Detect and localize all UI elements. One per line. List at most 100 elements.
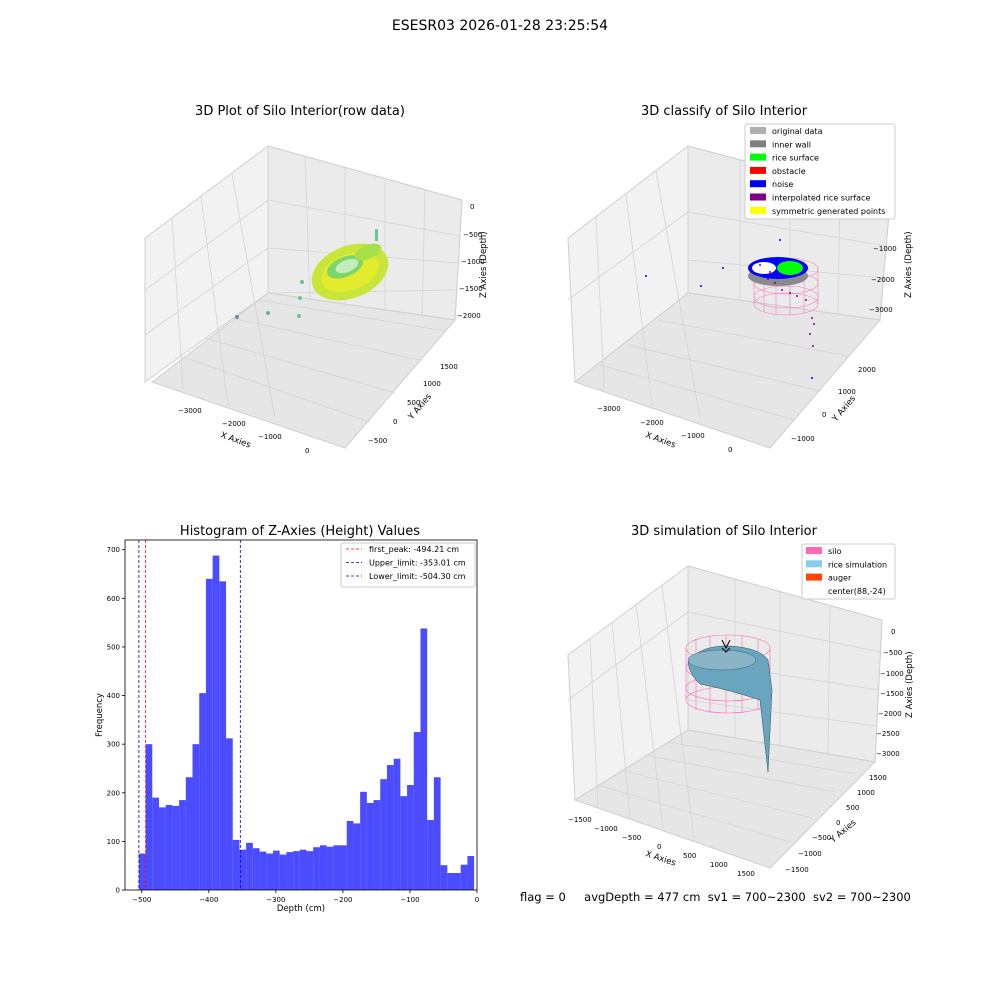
histogram-bar bbox=[226, 738, 233, 890]
histogram-x-tick-label: −200 bbox=[333, 896, 352, 904]
histogram-bar bbox=[413, 732, 421, 890]
sim-y-tick: 1500 bbox=[869, 774, 887, 782]
histogram-bar bbox=[373, 800, 381, 890]
sim-y-tick: 1000 bbox=[857, 789, 875, 797]
histogram-x-tick-label: 0 bbox=[475, 896, 479, 904]
histogram-bar bbox=[360, 791, 367, 890]
histogram-bar bbox=[460, 864, 468, 890]
histogram-legend-label: first_peak: -494.21 cm bbox=[369, 545, 459, 554]
histogram-bar bbox=[179, 800, 186, 890]
raw-z-tick: −1000 bbox=[461, 258, 485, 266]
status-flag: flag = 0 bbox=[520, 890, 566, 904]
histogram-bar bbox=[138, 853, 146, 890]
histogram-bar bbox=[299, 849, 307, 890]
histogram-y-tick-label: 500 bbox=[107, 643, 120, 651]
sim-z-tick: −3000 bbox=[876, 750, 900, 758]
classify-legend bbox=[744, 123, 896, 220]
sim-x-tick: 500 bbox=[683, 852, 696, 860]
histogram-bar bbox=[326, 846, 334, 890]
figure-title: ESESR03 2026-01-28 23:25:54 bbox=[391, 18, 609, 34]
legend-swatch bbox=[806, 573, 822, 581]
legend-label: noise bbox=[772, 180, 793, 189]
histogram-bar bbox=[145, 744, 153, 890]
classify-plot-title: 3D classify of Silo Interior bbox=[640, 104, 808, 119]
raw-y-tick: 500 bbox=[407, 399, 420, 407]
legend-swatch bbox=[806, 547, 822, 554]
legend-label: inner wall bbox=[772, 140, 811, 149]
histogram-x-tick-label: −400 bbox=[199, 896, 218, 904]
histogram-bar bbox=[252, 848, 260, 890]
histogram-bar bbox=[212, 555, 220, 890]
histogram-bar bbox=[306, 851, 314, 890]
histogram-bar bbox=[333, 845, 341, 890]
histogram-bar bbox=[427, 820, 434, 890]
histogram-bar bbox=[232, 839, 240, 890]
legend-label: symmetric generated points bbox=[772, 207, 885, 216]
legend-label: rice surface bbox=[772, 154, 819, 163]
sim-y-tick: 500 bbox=[846, 804, 859, 812]
legend-label: original data bbox=[772, 127, 823, 136]
histogram-y-tick-label: 300 bbox=[107, 741, 120, 749]
raw-x-tick: −1000 bbox=[258, 433, 282, 441]
histogram-frame bbox=[124, 539, 478, 891]
histogram-bar bbox=[366, 802, 374, 890]
sim-y-tick: −1000 bbox=[798, 850, 822, 858]
classify-y-tick: −1000 bbox=[791, 435, 815, 443]
histogram-bar bbox=[313, 847, 320, 890]
histogram-y-tick-label: 700 bbox=[107, 546, 120, 554]
histogram-y-tick-label: 200 bbox=[107, 789, 120, 797]
histogram-bar bbox=[293, 851, 300, 890]
legend-swatch bbox=[750, 153, 766, 161]
raw-x-tick: 0 bbox=[305, 447, 309, 455]
sim-z-tick: −1500 bbox=[880, 690, 904, 698]
classify-z-tick: −1000 bbox=[873, 245, 897, 253]
legend-swatch bbox=[750, 140, 766, 148]
histogram-x-tick-label: −500 bbox=[132, 896, 151, 904]
raw-z-tick: −1500 bbox=[459, 285, 483, 293]
histogram-bar bbox=[467, 855, 475, 890]
sim-x-tick: 1000 bbox=[710, 861, 728, 869]
sim-z-tick: −1000 bbox=[880, 670, 904, 678]
classify-y-tick: 0 bbox=[822, 411, 826, 419]
histogram-bar bbox=[454, 872, 461, 890]
histogram-y-tick-label: 100 bbox=[107, 838, 120, 846]
classify-y-tick: 1000 bbox=[838, 388, 856, 396]
sim-y-tick: −500 bbox=[812, 834, 831, 842]
sim-x-tick: −500 bbox=[622, 834, 641, 842]
classify-x-tick: −3000 bbox=[597, 405, 621, 413]
legend-swatch bbox=[750, 166, 766, 174]
legend-swatch bbox=[750, 127, 766, 134]
status-sv1: sv1 = 700~2300 bbox=[707, 890, 806, 904]
histogram-bar bbox=[433, 777, 441, 890]
histogram-y-tick-label: 600 bbox=[107, 595, 120, 603]
histogram-bar bbox=[185, 777, 193, 890]
classify-z-label: Z Axies (Depth) bbox=[904, 231, 914, 298]
raw-y-tick: −500 bbox=[368, 437, 387, 445]
raw-y-tick: 1000 bbox=[423, 380, 441, 388]
histogram-bar bbox=[246, 842, 253, 890]
histogram-bar bbox=[158, 807, 166, 890]
histogram-bar bbox=[420, 628, 428, 890]
histogram-bar bbox=[272, 850, 280, 890]
histogram-bar bbox=[286, 852, 294, 890]
raw-x-tick: −2000 bbox=[222, 420, 246, 428]
histogram-bar bbox=[407, 785, 414, 890]
histogram-bar bbox=[346, 820, 354, 890]
histogram-x-tick-label: −100 bbox=[400, 896, 419, 904]
histogram-y-tick-label: 0 bbox=[116, 887, 120, 895]
raw-y-tick: 0 bbox=[393, 418, 397, 426]
histogram-bar bbox=[219, 581, 227, 890]
raw-z-tick: −500 bbox=[463, 231, 482, 239]
histogram-legend bbox=[340, 542, 476, 588]
sim-x-tick: 1500 bbox=[737, 870, 755, 878]
legend-label: auger bbox=[828, 574, 852, 583]
legend-label: obstacle bbox=[772, 167, 806, 176]
legend-label: interpolated rice surface bbox=[772, 194, 870, 203]
histogram-bar bbox=[353, 823, 361, 890]
simulation-legend bbox=[801, 543, 896, 600]
histogram-bar bbox=[152, 797, 159, 890]
legend-swatch bbox=[750, 180, 766, 188]
sim-x-tick: 0 bbox=[657, 843, 661, 851]
